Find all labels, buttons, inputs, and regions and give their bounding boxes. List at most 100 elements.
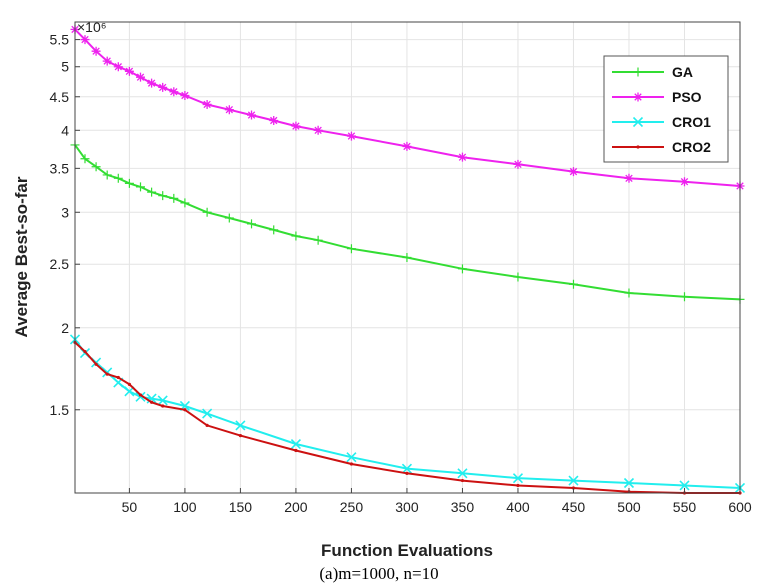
data-point-cro1 bbox=[401, 463, 413, 474]
data-point-cro1 bbox=[457, 468, 468, 479]
data-point-cro2 bbox=[150, 400, 154, 404]
x-tick-label: 300 bbox=[395, 499, 419, 515]
plot-frame bbox=[74, 21, 741, 494]
data-point-pso bbox=[269, 116, 279, 126]
y-tick-label: 3.5 bbox=[50, 160, 70, 176]
data-point-ga bbox=[180, 198, 190, 208]
data-point-pso bbox=[224, 105, 234, 115]
data-point-cro1 bbox=[146, 393, 157, 404]
y-tick-label: 4.5 bbox=[50, 89, 70, 105]
figure-caption: (a)m=1000, n=10 bbox=[319, 564, 439, 583]
data-point-ga bbox=[169, 193, 179, 203]
legend-box bbox=[603, 55, 729, 163]
data-point-pso bbox=[346, 131, 356, 141]
data-point-ga bbox=[113, 173, 123, 183]
data-point-cro1 bbox=[346, 452, 357, 463]
data-point-pso bbox=[80, 35, 90, 45]
data-point-cro2 bbox=[205, 423, 209, 427]
x-tick-label: 600 bbox=[728, 499, 752, 515]
data-point-cro1 bbox=[568, 475, 579, 486]
x-axis-title: Function Evaluations bbox=[321, 541, 493, 560]
series-cro2 bbox=[73, 340, 742, 495]
data-point-pso bbox=[568, 167, 578, 177]
data-point-ga bbox=[224, 213, 234, 223]
data-point-cro2 bbox=[83, 349, 87, 354]
y-axis-title: Average Best-so-far bbox=[12, 176, 31, 337]
x-tick-label: 350 bbox=[451, 499, 475, 515]
data-point-cro1 bbox=[290, 438, 301, 450]
data-point-cro2 bbox=[405, 471, 409, 475]
data-point-cro2 bbox=[116, 375, 120, 380]
data-point-cro1 bbox=[512, 473, 524, 484]
data-point-pso bbox=[624, 173, 634, 183]
data-point-pso bbox=[169, 87, 179, 97]
x-tick-label: 100 bbox=[173, 499, 197, 515]
data-point-cro1 bbox=[623, 477, 635, 489]
data-point-cro2 bbox=[571, 486, 576, 490]
data-point-cro2 bbox=[127, 382, 131, 386]
legend: GA PSO CRO1 CRO2 bbox=[603, 55, 729, 163]
data-point-ga bbox=[457, 264, 467, 274]
data-point-cro1 bbox=[135, 391, 146, 402]
data-point-ga bbox=[80, 154, 90, 164]
x-tick-label: 500 bbox=[617, 499, 641, 515]
data-point-pso bbox=[180, 90, 190, 100]
data-point-pso bbox=[513, 159, 523, 169]
data-point-pso bbox=[147, 78, 157, 88]
data-point-ga bbox=[102, 170, 112, 180]
data-point-pso bbox=[679, 177, 689, 187]
data-point-pso bbox=[247, 110, 257, 120]
data-point-ga bbox=[136, 182, 146, 192]
x-tick-label: 150 bbox=[229, 499, 253, 515]
data-point-pso bbox=[102, 56, 112, 66]
data-point-cro1 bbox=[235, 420, 246, 431]
data-point-pso bbox=[291, 121, 301, 131]
y-exponent-label: ×10⁶ bbox=[77, 19, 107, 35]
data-point-pso bbox=[113, 62, 123, 72]
y-tick-label: 2.5 bbox=[50, 256, 70, 272]
data-point-ga bbox=[269, 225, 279, 235]
data-point-pso bbox=[202, 99, 212, 109]
data-point-ga bbox=[624, 288, 634, 298]
data-point-ga bbox=[313, 235, 323, 245]
data-point-ga bbox=[513, 272, 523, 282]
series-layer bbox=[69, 24, 746, 495]
legend-marker-ga bbox=[633, 67, 643, 77]
data-point-pso bbox=[136, 72, 146, 82]
legend-label-ga: GA bbox=[672, 64, 693, 80]
legend-label-cro1: CRO1 bbox=[672, 114, 711, 130]
axis-ticks: 50 100 150 200 250 300 350 400 450 500 550 600 1.5 2 2… bbox=[50, 32, 752, 515]
x-tick-label: 400 bbox=[506, 499, 530, 515]
data-point-ga bbox=[568, 279, 578, 289]
data-point-ga bbox=[679, 292, 689, 302]
data-point-cro2 bbox=[138, 393, 143, 397]
y-tick-label: 5 bbox=[61, 59, 69, 75]
data-point-cro2 bbox=[238, 433, 243, 438]
y-tick-label: 1.5 bbox=[50, 402, 70, 418]
legend-marker-pso bbox=[633, 92, 643, 102]
data-point-cro2 bbox=[294, 448, 298, 453]
data-point-cro2 bbox=[516, 483, 520, 488]
data-point-cro2 bbox=[460, 478, 465, 483]
data-point-cro2 bbox=[161, 404, 165, 408]
x-tick-label: 450 bbox=[562, 499, 586, 515]
data-point-pso bbox=[402, 141, 412, 151]
legend-marker-cro1 bbox=[632, 116, 644, 128]
data-point-pso bbox=[457, 152, 467, 162]
data-point-cro1 bbox=[157, 395, 168, 406]
y-tick-label: 3 bbox=[61, 204, 69, 220]
x-tick-label: 250 bbox=[340, 499, 364, 515]
y-tick-label: 2 bbox=[61, 320, 69, 336]
data-point-ga bbox=[202, 207, 212, 217]
data-point-ga bbox=[91, 162, 101, 172]
data-point-ga bbox=[247, 219, 257, 229]
data-point-cro2 bbox=[94, 362, 98, 366]
legend-marker-cro2 bbox=[636, 145, 640, 149]
data-point-pso bbox=[313, 125, 323, 135]
data-point-ga bbox=[158, 191, 168, 201]
data-point-ga bbox=[402, 252, 412, 262]
data-point-pso bbox=[124, 66, 134, 76]
x-tick-label: 550 bbox=[673, 499, 697, 515]
legend-label-pso: PSO bbox=[672, 89, 702, 105]
